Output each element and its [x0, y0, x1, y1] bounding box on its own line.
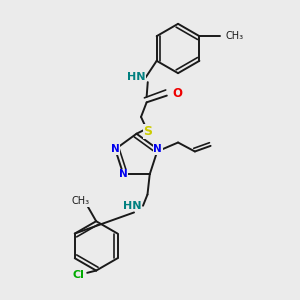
Text: Cl: Cl: [72, 270, 84, 280]
Text: N: N: [111, 144, 120, 154]
Text: HN: HN: [127, 71, 146, 82]
Text: O: O: [172, 87, 182, 100]
Text: HN: HN: [122, 201, 141, 211]
Text: N: N: [119, 169, 128, 179]
Text: CH₃: CH₃: [71, 196, 89, 206]
Text: N: N: [154, 144, 162, 154]
Text: S: S: [143, 125, 152, 138]
Text: CH₃: CH₃: [225, 31, 243, 41]
